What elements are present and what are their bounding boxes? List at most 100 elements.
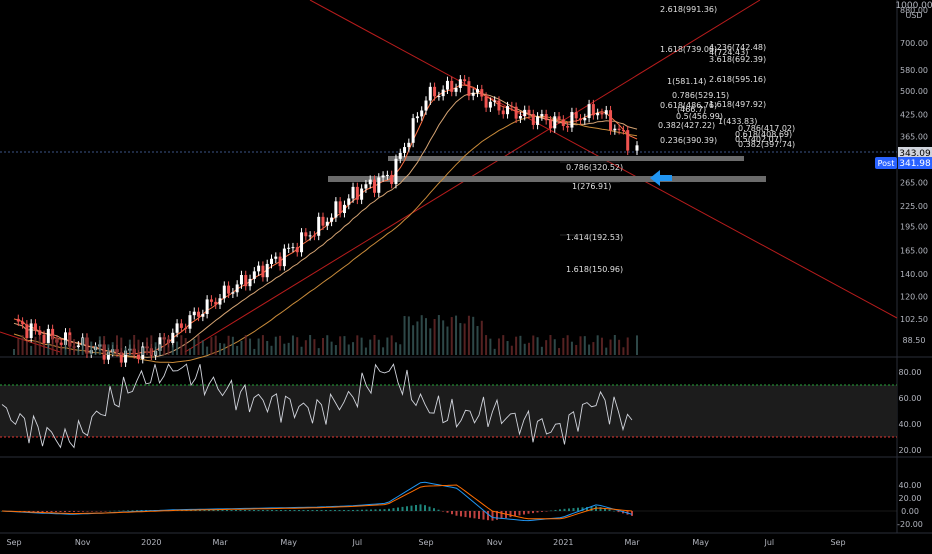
time-axis[interactable]: Sep Nov 2020 Mar May Jul Sep Nov 2021 Mar May Jul Se… <box>6 538 845 547</box>
volume-bar <box>446 326 449 355</box>
volume-bar <box>356 335 359 355</box>
candle-body <box>106 352 110 360</box>
volume-bar <box>480 320 483 355</box>
volume-bar <box>489 338 492 355</box>
candle-body <box>325 221 329 226</box>
macd-histogram-bar <box>334 510 336 511</box>
volume-bar <box>304 340 307 355</box>
volume-bar <box>425 318 427 355</box>
macd-histogram-bar <box>500 511 503 519</box>
price-tick-label: 88.50 <box>903 336 926 345</box>
volume-bar <box>369 339 372 355</box>
candle-body <box>124 350 128 363</box>
macd-histogram-bar <box>424 505 426 511</box>
volume-bar <box>386 337 389 355</box>
candle-body <box>527 109 531 114</box>
candle-body <box>222 285 226 299</box>
macd-histogram-bar <box>370 509 372 511</box>
post-label: Post <box>878 159 895 168</box>
time-axis-label: Nov <box>75 538 91 547</box>
candle-body <box>377 177 381 193</box>
candle-body <box>300 232 304 253</box>
volume-bar <box>330 341 333 355</box>
volume-bar <box>227 335 230 355</box>
volume-bar <box>502 335 505 355</box>
volume-bar <box>562 337 565 355</box>
volume-bar <box>47 342 50 355</box>
volume-bar <box>636 335 638 355</box>
candle-body <box>394 158 398 184</box>
macd-histogram-bar <box>203 510 206 511</box>
price-pane[interactable] <box>0 0 898 367</box>
candle-body <box>424 100 428 111</box>
price-tick-label: 225.00 <box>900 202 928 211</box>
candle-body <box>540 114 544 117</box>
candle-body <box>480 89 484 97</box>
macd-histogram-bar <box>208 510 210 511</box>
volume-bar <box>523 343 526 355</box>
volume-bar <box>450 317 453 355</box>
fib-label: 1(581.14) <box>667 77 706 86</box>
macd-histogram-bar <box>235 510 237 511</box>
candle-body <box>218 298 222 305</box>
candle-body <box>561 119 565 127</box>
rsi-line <box>1 363 633 449</box>
macd-histogram-bar <box>617 511 620 513</box>
price-tick-label: 500.00 <box>900 87 928 96</box>
candle-body <box>136 354 140 360</box>
time-axis-label: Jul <box>352 538 363 547</box>
fib-label: 4.236(742.48) <box>709 43 766 52</box>
macd-pane[interactable] <box>0 481 897 522</box>
macd-histogram-bar <box>536 511 539 513</box>
candle-body <box>188 315 192 329</box>
candle-body <box>270 258 273 264</box>
volume-bar <box>210 337 213 355</box>
macd-histogram-bar <box>311 510 314 511</box>
macd-histogram-bar <box>455 511 458 516</box>
volume-bar <box>433 319 436 355</box>
candle-body <box>604 110 608 115</box>
candle-body <box>119 352 123 363</box>
candle-body <box>368 179 372 185</box>
support-arrow-icon <box>650 170 672 186</box>
volume-bar <box>214 335 217 355</box>
candle-body <box>360 188 364 200</box>
volume-bar <box>197 335 200 355</box>
candle-body <box>441 89 445 97</box>
support-band-lower <box>328 176 766 182</box>
candle-body <box>514 106 518 119</box>
macd-histogram-bar <box>284 510 287 511</box>
volume-bar <box>575 344 578 355</box>
fib-label: 0.618(486.76) <box>660 101 717 110</box>
volume-bar <box>600 337 603 355</box>
macd-histogram-bar <box>374 509 377 511</box>
macd-histogram-bar <box>545 511 548 512</box>
volume-bar <box>158 344 161 355</box>
volume-bar <box>596 335 599 355</box>
fib-label: 1.618(739.06) <box>660 45 717 54</box>
candle-body <box>231 292 235 294</box>
volume-bar <box>622 347 625 355</box>
macd-histogram-bar <box>356 509 359 511</box>
macd-tick-label: 20.00 <box>899 494 922 503</box>
macd-histogram-bar <box>118 510 120 512</box>
macd-histogram-bar <box>262 510 264 511</box>
fib-label: 0.236(390.39) <box>660 136 717 145</box>
rsi-axis[interactable]: 80.00 60.00 40.00 20.00 <box>899 368 922 455</box>
rsi-pane[interactable] <box>0 363 897 449</box>
candle-body <box>428 86 432 101</box>
macd-histogram-bar <box>482 511 485 520</box>
macd-histogram-bar <box>329 510 332 511</box>
macd-histogram-bar <box>217 510 219 511</box>
time-axis-label: Mar <box>624 538 640 547</box>
volume-bar <box>317 348 320 355</box>
volume-bar <box>437 315 440 355</box>
volume-bar <box>43 343 46 355</box>
volume-bar <box>60 346 63 355</box>
macd-axis[interactable]: 40.00 20.00 0.00 -20.00 <box>897 481 923 529</box>
volume-bar <box>412 325 415 355</box>
volume-bar <box>120 337 123 355</box>
